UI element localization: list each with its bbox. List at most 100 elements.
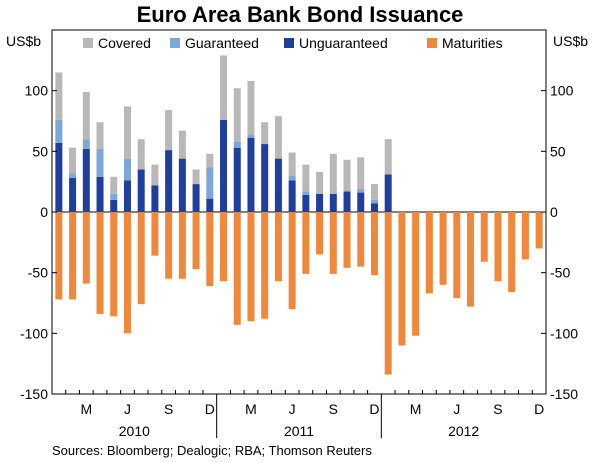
bar-unguaranteed-17 [288, 180, 296, 212]
bar-unguaranteed-15 [261, 144, 269, 212]
bar-maturities-3 [96, 212, 104, 314]
bar-maturities-19 [316, 212, 324, 255]
y-tick-label-left: -100 [20, 325, 48, 341]
bar-unguaranteed-8 [165, 150, 173, 212]
bar-unguaranteed-23 [370, 203, 378, 212]
bar-unguaranteed-20 [329, 193, 337, 212]
bar-maturities-9 [178, 212, 186, 279]
y-axis-label-left: US$b [6, 33, 41, 49]
bar-maturities-26 [412, 212, 420, 336]
bar-maturities-22 [357, 212, 365, 267]
bar-covered-11 [206, 153, 214, 168]
bar-maturities-25 [398, 212, 406, 346]
bar-unguaranteed-6 [137, 169, 145, 212]
bar-guaranteed-2 [82, 139, 90, 149]
bar-unguaranteed-7 [151, 185, 159, 212]
y-tick-label-left: -50 [28, 265, 48, 281]
y-tick-label-right: 50 [550, 143, 566, 159]
bar-covered-18 [302, 164, 310, 192]
bar-guaranteed-3 [96, 148, 104, 177]
y-tick-label-left: -150 [20, 386, 48, 402]
bar-covered-14 [247, 80, 255, 135]
legend: Covered Guaranteed Unguaranteed Maturities [83, 35, 503, 51]
bar-covered-5 [123, 106, 131, 159]
bar-unguaranteed-2 [82, 148, 90, 212]
bar-unguaranteed-13 [233, 147, 241, 212]
bar-covered-0 [55, 72, 63, 120]
y-tick-label-right: 100 [550, 83, 574, 99]
bar-covered-9 [178, 130, 186, 159]
bar-maturities-32 [494, 212, 502, 282]
x-tick-label: S [493, 401, 502, 417]
legend-label-maturities: Maturities [442, 35, 503, 51]
bar-covered-7 [151, 164, 159, 186]
y-axis-left: 100 50 0 -50 -100 -150 [20, 83, 57, 402]
x-year-label: 2012 [448, 423, 479, 439]
legend-label-covered: Covered [98, 35, 151, 51]
bar-unguaranteed-12 [220, 119, 228, 212]
bar-maturities-2 [82, 212, 90, 284]
bar-guaranteed-1 [69, 173, 77, 179]
bar-unguaranteed-22 [357, 192, 365, 212]
bar-maturities-5 [123, 212, 131, 334]
bar-covered-12 [220, 55, 228, 120]
legend-swatch-maturities [427, 38, 437, 48]
y-tick-label-right: -100 [550, 325, 578, 341]
x-tick-label: S [329, 401, 338, 417]
legend-label-guaranteed: Guaranteed [185, 35, 259, 51]
bar-maturities-30 [467, 212, 475, 307]
bar-unguaranteed-1 [69, 178, 77, 212]
bar-guaranteed-23 [370, 199, 378, 204]
bar-maturities-16 [274, 212, 282, 282]
y-tick-label-right: -150 [550, 386, 578, 402]
bar-maturities-13 [233, 212, 241, 325]
bar-guaranteed-17 [288, 175, 296, 181]
x-tick-label: J [124, 401, 131, 417]
y-tick-label-right: 0 [550, 204, 558, 220]
bar-unguaranteed-18 [302, 195, 310, 212]
bar-unguaranteed-11 [206, 198, 214, 212]
x-year-label: 2010 [119, 423, 150, 439]
bar-unguaranteed-16 [274, 158, 282, 212]
x-tick-label: J [453, 401, 460, 417]
x-tick-label: M [80, 401, 92, 417]
bar-maturities-27 [425, 212, 433, 294]
bar-covered-13 [233, 88, 241, 142]
bar-guaranteed-0 [55, 119, 63, 143]
bar-maturities-7 [151, 212, 159, 256]
legend-swatch-guaranteed [170, 38, 180, 48]
bar-guaranteed-13 [233, 141, 241, 148]
bar-covered-4 [110, 176, 118, 194]
bar-guaranteed-14 [247, 134, 255, 138]
y-tick-label-left: 100 [25, 83, 49, 99]
bar-unguaranteed-9 [178, 158, 186, 212]
bar-maturities-28 [439, 212, 447, 285]
bar-unguaranteed-19 [316, 193, 324, 212]
bar-maturities-31 [480, 212, 488, 262]
bar-guaranteed-22 [357, 188, 365, 193]
bar-covered-21 [343, 159, 351, 192]
bar-maturities-10 [192, 212, 200, 270]
y-tick-label-right: -50 [550, 265, 570, 281]
bar-maturities-17 [288, 212, 296, 310]
bar-maturities-23 [370, 212, 378, 276]
bar-guaranteed-5 [123, 158, 131, 181]
x-axis: M J S D M J S D M J S D 2010 2011 2012 [65, 390, 544, 439]
x-tick-label: D [205, 401, 215, 417]
bar-maturities-1 [69, 212, 77, 300]
bar-maturities-24 [384, 212, 392, 375]
bar-covered-15 [261, 122, 269, 145]
bar-covered-10 [192, 169, 200, 185]
bar-covered-3 [96, 122, 104, 149]
legend-swatch-unguaranteed [284, 38, 294, 48]
bar-maturities-18 [302, 212, 310, 274]
bar-covered-8 [165, 110, 173, 151]
bar-unguaranteed-24 [384, 174, 392, 212]
bar-covered-1 [69, 147, 77, 174]
x-tick-label: J [289, 401, 296, 417]
bar-guaranteed-4 [110, 193, 118, 200]
bar-unguaranteed-3 [96, 176, 104, 212]
bar-maturities-21 [343, 212, 351, 268]
legend-label-unguaranteed: Unguaranteed [299, 35, 388, 51]
